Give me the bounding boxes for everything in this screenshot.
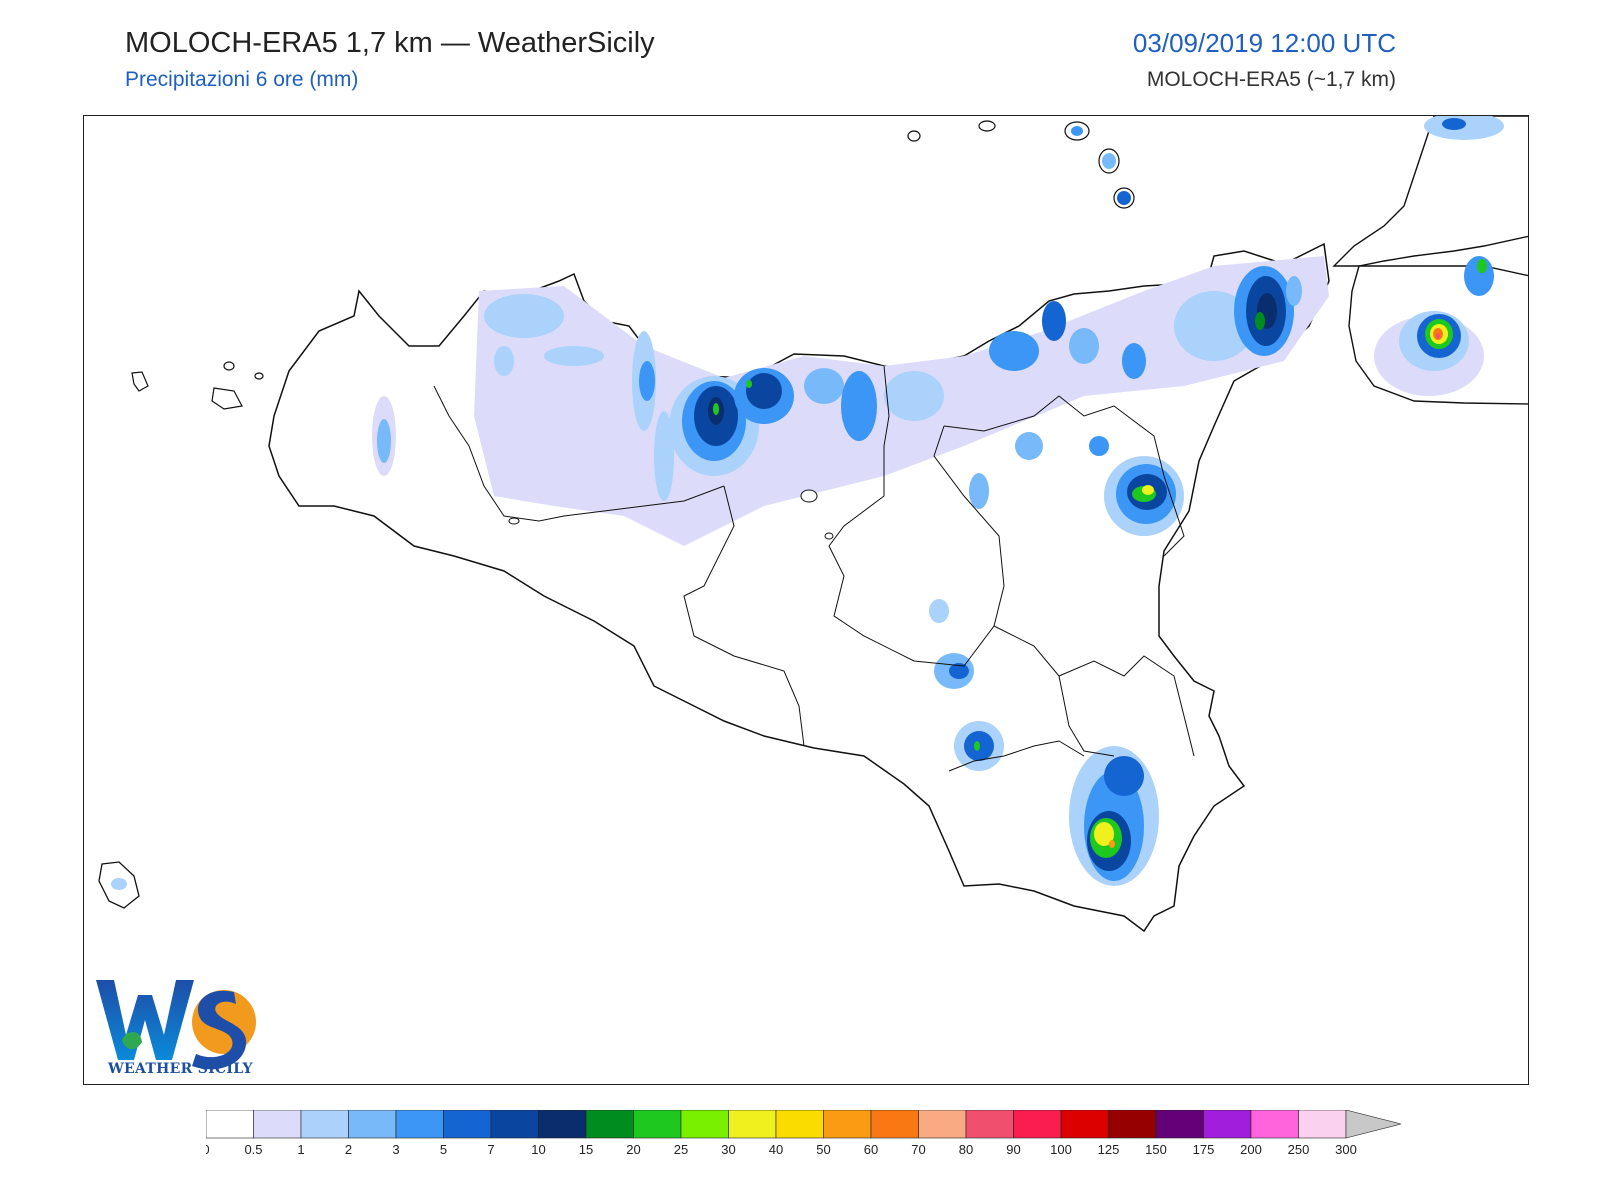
colorbar-bin [206, 1110, 254, 1139]
colorbar-bin [585, 1110, 634, 1139]
province-borders [433, 365, 1195, 772]
colorbar-tick-label: 1 [297, 1142, 304, 1157]
colorbar-bin [538, 1110, 587, 1139]
colorbar-bin [870, 1110, 919, 1139]
colorbar-tick-label: 100 [1050, 1142, 1072, 1157]
calabria-land [1332, 116, 1528, 267]
colorbar-bin [395, 1110, 444, 1139]
colorbar-bin [300, 1110, 349, 1139]
valid-datetime: 03/09/2019 12:00 UTC [1132, 28, 1396, 58]
aeolian-islands [907, 120, 1135, 209]
colorbar-bin [443, 1110, 492, 1139]
colorbar-bin [965, 1110, 1014, 1139]
colorbar-tick-label: 125 [1098, 1142, 1120, 1157]
colorbar-tick-label: 200 [1240, 1142, 1262, 1157]
colorbar-bin [253, 1110, 302, 1139]
colorbar-tick-label: 40 [769, 1142, 783, 1157]
precipitation-map [98, 116, 1528, 933]
colorbar-bin [775, 1110, 824, 1139]
lakes [508, 489, 834, 540]
colorbar-tick-label: 70 [911, 1142, 925, 1157]
colorbar-bin [918, 1110, 967, 1139]
colorbar-bin [728, 1110, 777, 1139]
colorbar-bin [1155, 1110, 1204, 1139]
colorbar-bin [633, 1110, 682, 1139]
colorbar-tick-label: 175 [1193, 1142, 1215, 1157]
colorbar-tick-label: 50 [816, 1142, 830, 1157]
rain-islands [1071, 126, 1131, 205]
colorbar-tick-label: 0.5 [244, 1142, 262, 1157]
colorbar-bin [1060, 1110, 1109, 1139]
colorbar-tick-label: 80 [959, 1142, 973, 1157]
map-title: MOLOCH-ERA5 1,7 km — WeatherSicily [125, 27, 655, 59]
colorbar-bin [1203, 1110, 1252, 1139]
colorbar-tick-label: 30 [721, 1142, 735, 1157]
colorbar-bin [680, 1110, 729, 1139]
rain-calabria [1374, 116, 1504, 396]
colorbar-tick-label: 250 [1288, 1142, 1310, 1157]
model-label: MOLOCH-ERA5 (~1,7 km) [1146, 68, 1396, 91]
colorbar-tick-label: 2 [345, 1142, 352, 1157]
colorbar-tick-label: 60 [864, 1142, 878, 1157]
colorbar-bin [1250, 1110, 1299, 1139]
colorbar-bin [823, 1110, 872, 1139]
colorbar-tick-label: 15 [579, 1142, 593, 1157]
weathersicily-logo [96, 980, 256, 1070]
colorbar-tick-label: 150 [1145, 1142, 1167, 1157]
colorbar-tick-label: 90 [1006, 1142, 1020, 1157]
colorbar-tick-label: 10 [531, 1142, 545, 1157]
colorbar-tick-label: 20 [626, 1142, 640, 1157]
map-panel [83, 115, 1529, 1085]
colorbar-extend-arrow [1345, 1110, 1402, 1139]
logo-caption: WEATHER SICILY [108, 1061, 253, 1077]
colorbar-bin [1108, 1110, 1157, 1139]
egadi-islands [131, 361, 264, 410]
colorbar-tick-label: 300 [1335, 1142, 1357, 1157]
variable-subtitle: Precipitazioni 6 ore (mm) [125, 68, 359, 91]
colorbar-bin [348, 1110, 397, 1139]
colorbar-tick-label: 5 [440, 1142, 447, 1157]
precipitation-colorbar: 0 0.5 1 2 3 5 7 10 15 20 25 30 40 50 60 70 80 90 100 125 150… [206, 1110, 1402, 1157]
rain-sicily [372, 256, 1329, 886]
colorbar-bin [1298, 1110, 1347, 1139]
colorbar-bin [490, 1110, 539, 1139]
colorbar-tick-label: 0 [206, 1142, 210, 1157]
colorbar-tick-label: 25 [674, 1142, 688, 1157]
colorbar-bin [1013, 1110, 1062, 1139]
colorbar-tick-label: 3 [392, 1142, 399, 1157]
colorbar-tick-label: 7 [487, 1142, 494, 1157]
